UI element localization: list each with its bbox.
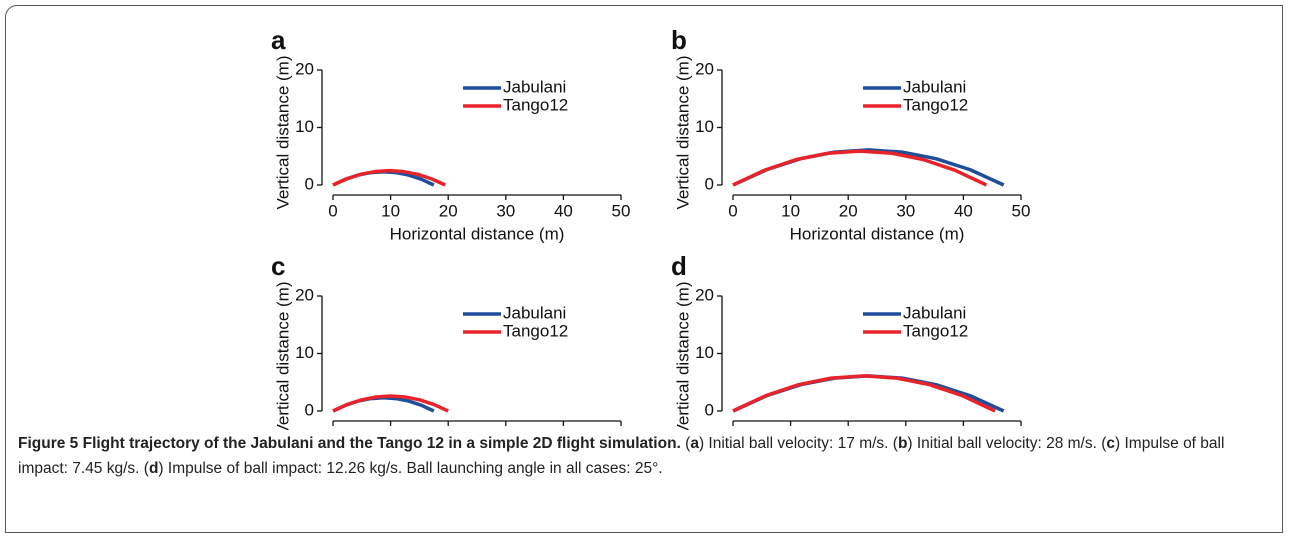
y-axis-label: Vertical distance (m) <box>673 56 692 210</box>
y-tick-label: 0 <box>305 400 314 419</box>
panel-label: d <box>671 251 687 281</box>
x-axis-label: Horizontal distance (m) <box>390 224 565 243</box>
legend-label: Jabulani <box>903 77 966 96</box>
x-tick-label: 0 <box>328 201 337 220</box>
x-tick-label: 50 <box>612 427 631 430</box>
trajectory <box>332 168 447 187</box>
x-tick-label: 20 <box>839 201 858 220</box>
caption-text: ) Impulse of ball impact: 12.26 kg/s. Ba… <box>158 460 663 477</box>
y-tick-label: 10 <box>295 117 314 136</box>
figure-frame <box>5 5 1283 533</box>
x-tick-label: 30 <box>896 201 915 220</box>
legend-label: Jabulani <box>503 77 566 96</box>
x-tick-label: 50 <box>1012 201 1031 220</box>
y-axis-label: Vertical distance (m) <box>673 282 692 431</box>
panel-label: c <box>271 251 285 281</box>
x-tick-label: 50 <box>1012 427 1031 430</box>
y-tick-label: 10 <box>695 343 714 362</box>
legend-label: Jabulani <box>503 303 566 322</box>
panel-label: b <box>671 25 687 55</box>
x-tick-label: 0 <box>728 427 737 430</box>
x-tick-label: 10 <box>381 201 400 220</box>
x-tick-label: 30 <box>496 201 515 220</box>
legend-label: Tango12 <box>503 321 568 340</box>
y-tick-label: 10 <box>295 343 314 362</box>
caption-text: c <box>1106 435 1116 452</box>
y-tick-label: 20 <box>695 285 714 304</box>
caption-title: Figure 5 Flight trajectory of the Jabula… <box>18 435 681 452</box>
legend-label: Tango12 <box>903 321 968 340</box>
trajectory <box>332 394 449 413</box>
x-tick-label: 30 <box>896 427 915 430</box>
caption-text: ( <box>680 435 691 452</box>
x-tick-label: 40 <box>554 201 573 220</box>
x-axis-label: Horizontal distance (m) <box>790 224 965 243</box>
y-axis-label: Vertical distance (m) <box>273 56 292 210</box>
caption-text: a <box>690 435 699 452</box>
legend-label: Jabulani <box>903 303 966 322</box>
y-tick-label: 20 <box>295 59 314 78</box>
trajectory <box>732 374 996 413</box>
caption-text: ) Impulse of ball impact: 7.45 kg/s. ( <box>18 435 1225 477</box>
x-tick-label: 0 <box>728 201 737 220</box>
x-tick-label: 40 <box>954 427 973 430</box>
caption-text: ) Initial ball velocity: 28 m/s. ( <box>907 435 1107 452</box>
x-tick-label: 10 <box>381 427 400 430</box>
caption-text: ) Initial ball velocity: 17 m/s. ( <box>698 435 898 452</box>
x-tick-label: 50 <box>612 201 631 220</box>
legend-label: Tango12 <box>903 95 968 114</box>
y-tick-label: 20 <box>695 59 714 78</box>
y-tick-label: 0 <box>305 174 314 193</box>
x-tick-label: 0 <box>328 427 337 430</box>
y-tick-label: 20 <box>295 285 314 304</box>
trajectory <box>732 149 988 187</box>
y-tick-label: 10 <box>695 117 714 136</box>
x-tick-label: 10 <box>781 201 800 220</box>
y-tick-label: 0 <box>705 400 714 419</box>
panel-label: a <box>271 25 286 55</box>
x-tick-label: 20 <box>839 427 858 430</box>
x-tick-label: 20 <box>439 201 458 220</box>
caption-text: b <box>897 435 908 452</box>
x-tick-label: 40 <box>554 427 573 430</box>
caption: Figure 5 Flight trajectory of the Jabula… <box>18 431 1268 481</box>
x-tick-label: 20 <box>439 427 458 430</box>
y-tick-label: 0 <box>705 174 714 193</box>
legend-label: Tango12 <box>503 95 568 114</box>
x-tick-label: 40 <box>954 201 973 220</box>
y-axis-label: Vertical distance (m) <box>273 282 292 431</box>
x-tick-label: 10 <box>781 427 800 430</box>
x-tick-label: 30 <box>496 427 515 430</box>
caption-text: d <box>148 460 159 477</box>
figure: a 0 10 20 30 40 50 0 10 20 Horizontal distance (m)… <box>271 25 1031 431</box>
